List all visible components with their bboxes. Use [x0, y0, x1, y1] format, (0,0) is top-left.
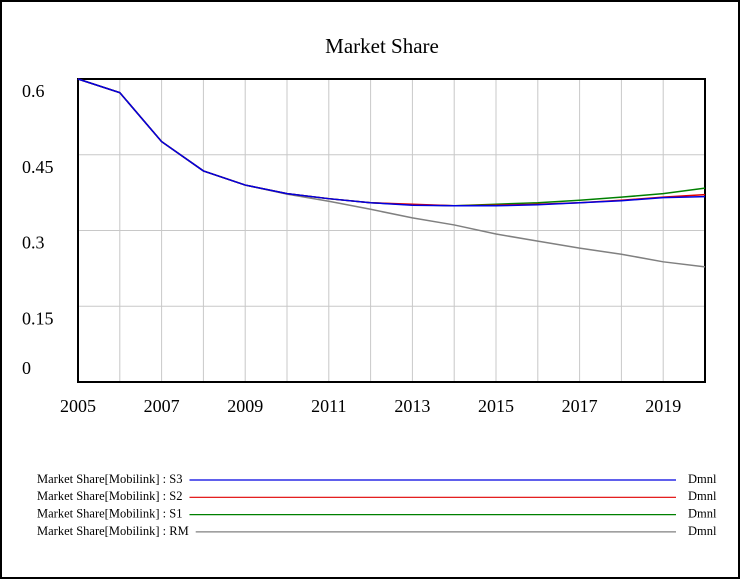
legend-unit: Dmnl [688, 489, 717, 503]
legend-unit: Dmnl [688, 472, 717, 486]
x-tick-label: 2011 [311, 396, 346, 416]
x-tick-label: 2007 [144, 396, 180, 416]
legend-label: Market Share[Mobilink] : S1 [37, 506, 182, 520]
series-line [77, 78, 706, 207]
chart-title: Market Share [325, 34, 439, 58]
y-tick-label: 0.3 [22, 233, 45, 253]
x-tick-label: 2019 [645, 396, 681, 416]
x-tick-label: 2017 [562, 396, 598, 416]
legend-label: Market Share[Mobilink] : RM [37, 524, 189, 538]
x-tick-label: 2015 [478, 396, 514, 416]
legend-unit: Dmnl [688, 524, 717, 538]
plot-border [77, 78, 706, 383]
x-tick-label: 2009 [227, 396, 263, 416]
legend-label: Market Share[Mobilink] : S2 [37, 489, 182, 503]
y-tick-label: 0 [22, 358, 31, 378]
x-tick-label: 2005 [60, 396, 96, 416]
y-tick-label: 0.45 [22, 157, 54, 177]
legend-label: Market Share[Mobilink] : S3 [37, 472, 182, 486]
legend-unit: Dmnl [688, 506, 717, 520]
x-tick-label: 2013 [394, 396, 430, 416]
y-tick-label: 0.6 [22, 81, 45, 101]
y-tick-label: 0.15 [22, 308, 54, 328]
